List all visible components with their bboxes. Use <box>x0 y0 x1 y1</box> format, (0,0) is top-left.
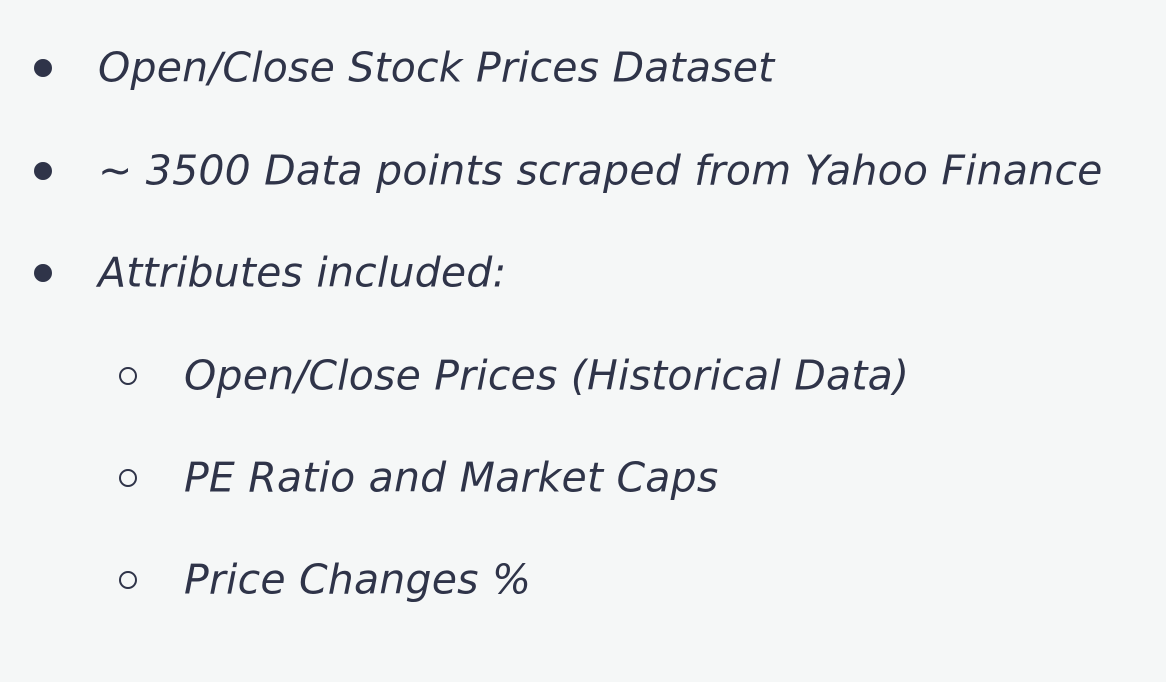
bullet-circle-icon <box>119 367 137 385</box>
bullet-circle-icon <box>119 571 137 589</box>
bullet-text: Attributes included: <box>98 248 507 297</box>
sub-bullet-text: Price Changes % <box>184 555 532 604</box>
sub-bullet-text: PE Ratio and Market Caps <box>184 453 719 502</box>
bullet-text: Open/Close Stock Prices Dataset <box>98 43 775 92</box>
bullet-disc-icon <box>34 264 52 282</box>
bullet-disc-icon <box>34 162 52 180</box>
bullet-circle-icon <box>119 469 137 487</box>
sub-bullet-text: Open/Close Prices (Historical Data) <box>184 351 910 400</box>
bullet-text: ~ 3500 Data points scraped from Yahoo Fi… <box>98 146 1103 195</box>
bullet-disc-icon <box>34 59 52 77</box>
